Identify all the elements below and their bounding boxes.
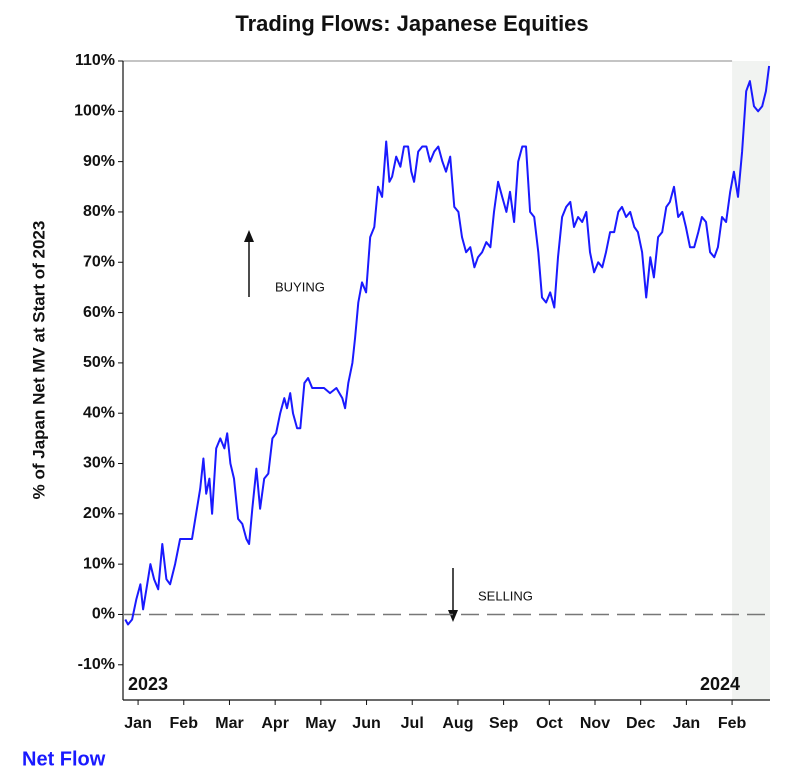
year-label: 2024	[700, 674, 740, 694]
y-tick-label: 110%	[75, 52, 115, 69]
y-tick-label: 50%	[83, 354, 115, 371]
data-line	[124, 65, 771, 626]
x-tick-label: Jan	[124, 715, 152, 732]
x-tick-label: Dec	[626, 715, 655, 732]
y-tick-label: 20%	[83, 505, 115, 522]
y-tick-label: 80%	[83, 203, 115, 220]
highlight-band	[732, 61, 770, 700]
y-tick-label: 90%	[83, 153, 115, 170]
x-tick-label: May	[305, 715, 336, 732]
y-axis-label: % of Japan Net MV at Start of 2023	[29, 221, 48, 500]
x-tick-label: Aug	[442, 715, 473, 732]
buying-note: BUYING	[275, 279, 325, 294]
y-tick-label: 40%	[83, 404, 115, 421]
y-tick-label: 100%	[74, 103, 115, 120]
x-tick-label: Mar	[215, 715, 243, 732]
x-tick-label: Sep	[489, 715, 519, 732]
x-tick-label: Nov	[580, 715, 610, 732]
x-tick-label: Jul	[401, 715, 424, 732]
buying-arrowhead	[244, 230, 254, 242]
x-tick-label: Jan	[673, 715, 701, 732]
x-tick-label: Feb	[170, 715, 199, 732]
y-tick-label: 0%	[92, 606, 115, 623]
year-label: 2023	[128, 674, 168, 694]
legend-label: Net Flow	[22, 748, 106, 770]
y-tick-label: 10%	[83, 555, 115, 572]
y-tick-label: 70%	[83, 253, 115, 270]
chart-title: Trading Flows: Japanese Equities	[235, 11, 588, 36]
x-tick-label: Feb	[718, 715, 747, 732]
selling-arrowhead	[448, 610, 458, 622]
y-tick-label: -10%	[78, 656, 115, 673]
y-tick-label: 60%	[83, 304, 115, 321]
x-tick-label: Jun	[352, 715, 380, 732]
x-tick-label: Oct	[536, 715, 563, 732]
y-tick-label: 30%	[83, 455, 115, 472]
x-tick-label: Apr	[261, 715, 289, 732]
selling-note: SELLING	[478, 588, 533, 603]
